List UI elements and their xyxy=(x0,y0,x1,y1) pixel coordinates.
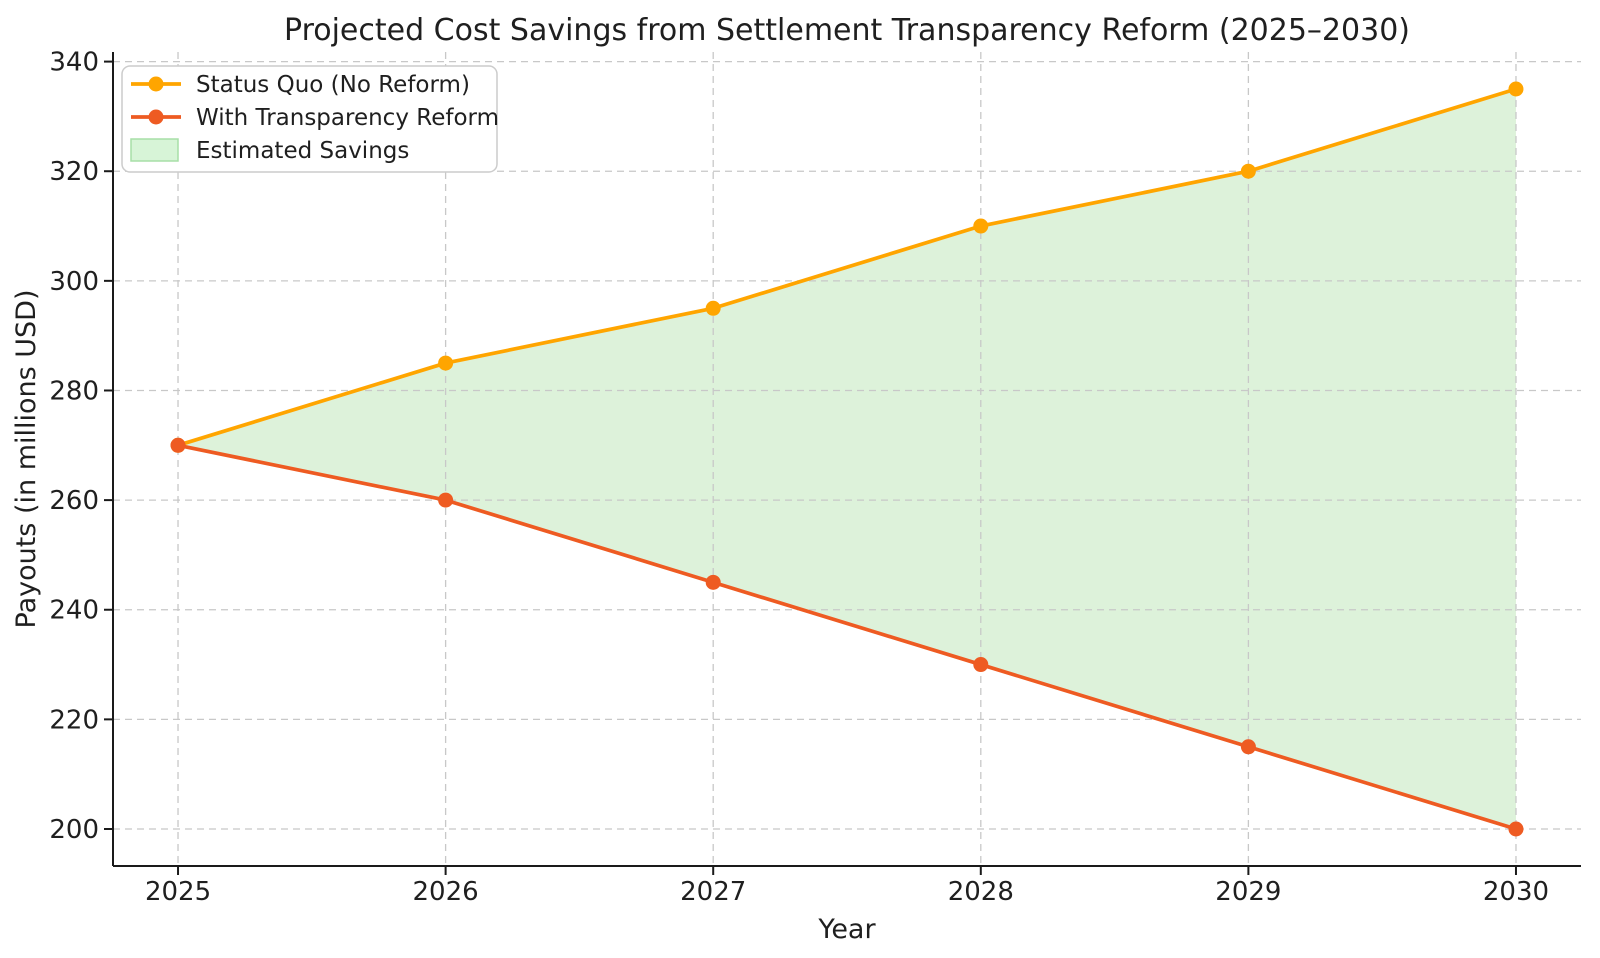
x-tick-label: 2028 xyxy=(948,877,1014,907)
legend-marker xyxy=(148,76,164,92)
data-point-marker xyxy=(705,574,721,590)
legend-item-label: With Transparency Reform xyxy=(196,105,499,131)
data-point-marker xyxy=(438,492,454,508)
legend-marker xyxy=(148,109,164,125)
legend-savings-swatch xyxy=(130,138,179,162)
data-point-marker xyxy=(1240,739,1256,755)
tick-layer: 200 220 240 260 280 300 320 340 2025 2026 2027 2028… xyxy=(49,48,1549,907)
legend-item-label: Estimated Savings xyxy=(196,138,409,164)
data-point-marker xyxy=(438,355,454,371)
data-point-marker xyxy=(705,300,721,316)
series-line-reform xyxy=(176,443,1518,831)
data-point-marker xyxy=(973,657,989,673)
data-point-marker xyxy=(1240,163,1256,179)
y-tick-label: 300 xyxy=(49,267,99,297)
y-tick-label: 200 xyxy=(49,815,99,845)
savings-area-layer xyxy=(178,89,1516,829)
chart-title: Projected Cost Savings from Settlement T… xyxy=(284,13,1410,48)
data-point-marker xyxy=(170,437,186,453)
y-tick-label: 240 xyxy=(49,596,99,626)
data-point-marker xyxy=(973,218,989,234)
x-axis-label: Year xyxy=(817,914,876,945)
y-axis-label: Payouts (in millions USD) xyxy=(11,289,42,628)
x-tick-label: 2027 xyxy=(680,877,746,907)
x-tick-label: 2026 xyxy=(413,877,479,907)
axes-layer xyxy=(112,52,1581,867)
y-tick-label: 320 xyxy=(49,157,99,187)
y-tick-label: 280 xyxy=(49,376,99,406)
data-point-marker xyxy=(1508,81,1524,97)
y-tick-label: 260 xyxy=(49,486,99,516)
x-tick-label: 2025 xyxy=(145,877,211,907)
data-point-marker xyxy=(1508,821,1524,837)
series-line-status-quo xyxy=(176,87,1518,448)
savings-area xyxy=(178,89,1516,829)
y-tick-label: 340 xyxy=(49,48,99,78)
series-layer xyxy=(170,81,1524,837)
legend-item-label: Status Quo (No Reform) xyxy=(196,72,470,98)
y-tick-label: 220 xyxy=(49,705,99,735)
x-tick-label: 2029 xyxy=(1215,877,1281,907)
x-tick-label: 2030 xyxy=(1483,877,1549,907)
legend: Status Quo (No Reform) With Transparency … xyxy=(121,65,499,173)
legend-box xyxy=(121,65,498,173)
